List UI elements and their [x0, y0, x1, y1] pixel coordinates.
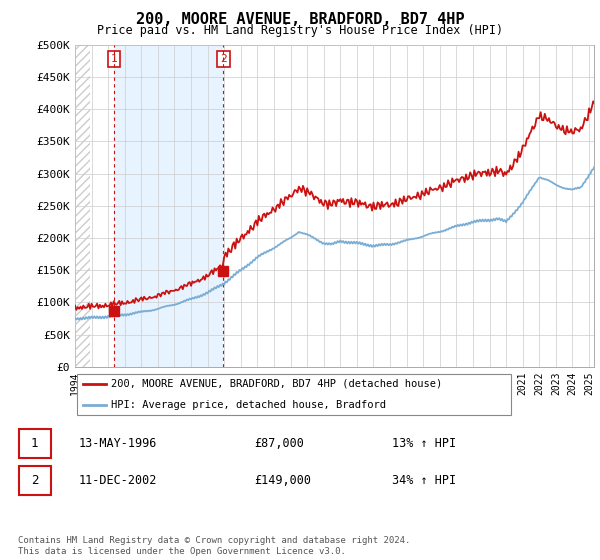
- FancyBboxPatch shape: [77, 374, 511, 415]
- Text: 13% ↑ HPI: 13% ↑ HPI: [392, 437, 456, 450]
- Text: 2: 2: [31, 474, 38, 487]
- FancyBboxPatch shape: [19, 466, 50, 495]
- Text: £87,000: £87,000: [254, 437, 304, 450]
- Text: 2: 2: [220, 54, 227, 64]
- Text: Contains HM Land Registry data © Crown copyright and database right 2024.
This d: Contains HM Land Registry data © Crown c…: [18, 536, 410, 556]
- Text: 13-MAY-1996: 13-MAY-1996: [78, 437, 157, 450]
- Bar: [75, 45, 90, 367]
- Text: 200, MOORE AVENUE, BRADFORD, BD7 4HP: 200, MOORE AVENUE, BRADFORD, BD7 4HP: [136, 12, 464, 27]
- Text: Price paid vs. HM Land Registry's House Price Index (HPI): Price paid vs. HM Land Registry's House …: [97, 24, 503, 36]
- Text: £149,000: £149,000: [254, 474, 311, 487]
- Text: 200, MOORE AVENUE, BRADFORD, BD7 4HP (detached house): 200, MOORE AVENUE, BRADFORD, BD7 4HP (de…: [111, 379, 442, 389]
- Text: 1: 1: [31, 437, 38, 450]
- Text: 1: 1: [111, 54, 118, 64]
- Bar: [114, 45, 223, 367]
- Text: HPI: Average price, detached house, Bradford: HPI: Average price, detached house, Brad…: [111, 400, 386, 410]
- Text: 34% ↑ HPI: 34% ↑ HPI: [392, 474, 456, 487]
- Text: 11-DEC-2002: 11-DEC-2002: [78, 474, 157, 487]
- FancyBboxPatch shape: [19, 430, 50, 458]
